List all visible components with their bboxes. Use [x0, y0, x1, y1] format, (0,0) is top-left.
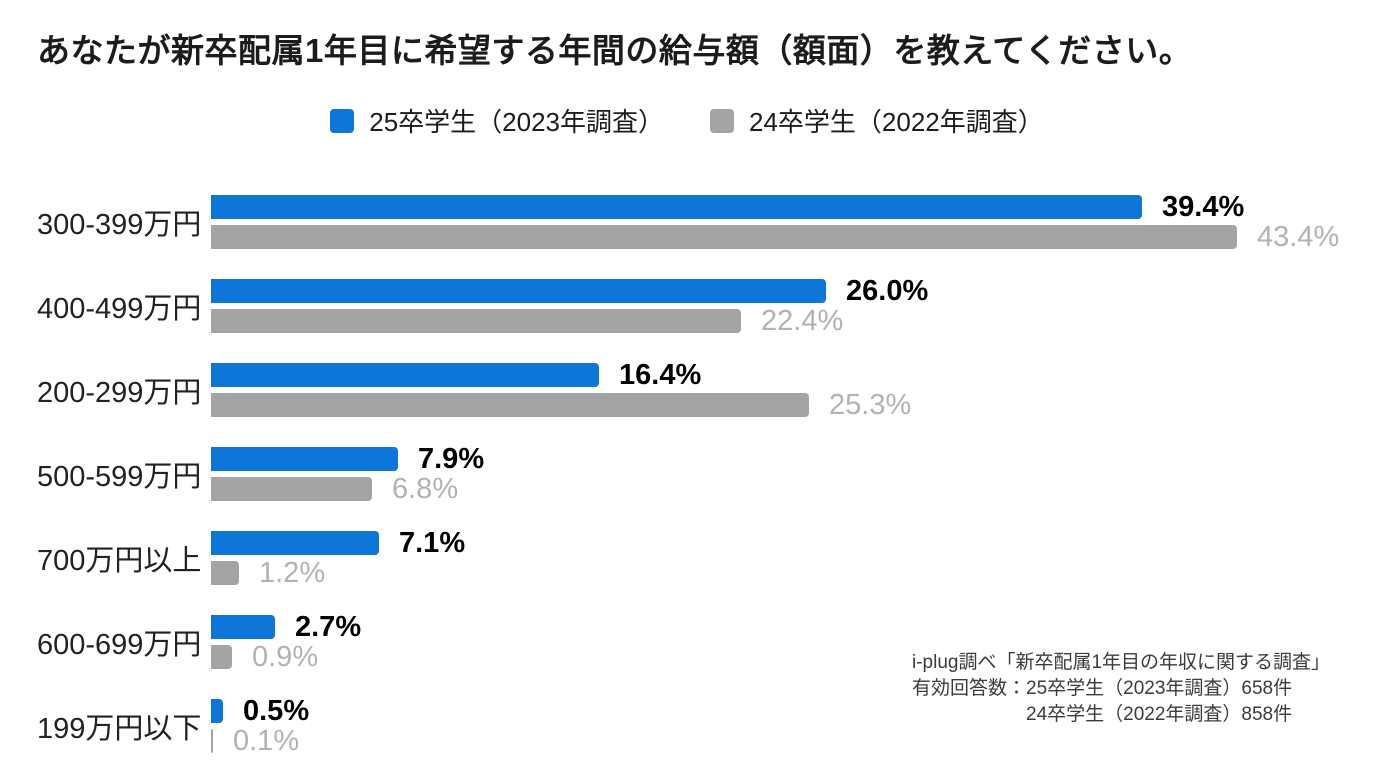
value-label-25grad: 7.1% [399, 526, 466, 559]
bar-group: 500-599万円 7.9% 6.8% [0, 443, 1374, 505]
value-label-24grad: 25.3% [829, 388, 912, 421]
category-label: 500-599万円 [37, 461, 202, 493]
legend-item-25grad: 25卒学生（2023年調査） [330, 102, 664, 139]
legend-label-25grad: 25卒学生（2023年調査） [369, 107, 664, 137]
legend-swatch-blue [330, 108, 355, 133]
value-label-25grad: 16.4% [619, 358, 702, 391]
category-label: 300-399万円 [37, 209, 202, 241]
value-label-25grad: 0.5% [243, 694, 310, 727]
bar-group: 400-499万円 26.0% 22.4% [0, 275, 1374, 337]
legend-label-24grad: 24卒学生（2022年調査） [749, 107, 1044, 137]
bar-25grad [211, 699, 223, 723]
bar-25grad [211, 615, 275, 639]
bar-line: 39.4% [211, 191, 1374, 223]
bar-line: 16.4% [211, 359, 1374, 391]
bar-line: 0.9% [211, 641, 1374, 673]
bar-group: 200-299万円 16.4% 25.3% [0, 359, 1374, 421]
category-label: 200-299万円 [37, 377, 202, 409]
bar-24grad [211, 309, 741, 333]
bar-group: 600-699万円 2.7% 0.9% [0, 611, 1374, 673]
value-label-25grad: 39.4% [1162, 190, 1245, 223]
source-note-line2: 有効回答数：25卒学生（2023年調査）658件 [912, 678, 1293, 699]
bar-24grad [211, 561, 239, 585]
bar-24grad [211, 225, 1237, 249]
source-note: i-plug調べ「新卒配属1年目の年収に関する調査」 有効回答数：25卒学生（2… [912, 650, 1362, 728]
category-label: 600-699万円 [37, 629, 202, 661]
source-note-line1: i-plug調べ「新卒配属1年目の年収に関する調査」 [912, 652, 1331, 673]
bar-line: 7.9% [211, 443, 1374, 475]
chart-title: あなたが新卒配属1年目に希望する年間の給与額（額面）を教えてください。 [37, 32, 1193, 69]
value-label-25grad: 7.9% [418, 442, 485, 475]
bar-pair: 2.7% 0.9% [211, 611, 1374, 673]
bar-line: 7.1% [211, 527, 1374, 559]
value-label-24grad: 1.2% [259, 556, 326, 589]
category-label: 700万円以上 [37, 545, 202, 577]
bar-pair: 7.9% 6.8% [211, 443, 1374, 505]
value-label-24grad: 0.9% [252, 640, 319, 673]
bar-line: 22.4% [211, 305, 1374, 337]
bar-line: 6.8% [211, 473, 1374, 505]
bar-group: 700万円以上 7.1% 1.2% [0, 527, 1374, 589]
bar-pair: 16.4% 25.3% [211, 359, 1374, 421]
value-label-24grad: 6.8% [392, 472, 459, 505]
value-label-24grad: 22.4% [761, 304, 844, 337]
bar-line: 0.5% [211, 695, 1374, 727]
bar-group: 300-399万円 39.4% 43.4% [0, 191, 1374, 253]
bar-pair: 39.4% 43.4% [211, 191, 1374, 253]
legend-item-24grad: 24卒学生（2022年調査） [710, 102, 1044, 139]
bar-25grad [211, 363, 599, 387]
bar-chart: 300-399万円 39.4% 43.4% 400-499万円 26.0% 22.4% 20… [0, 191, 1374, 783]
bar-line: 26.0% [211, 275, 1374, 307]
bar-line: 43.4% [211, 221, 1374, 253]
category-label: 199万円以下 [37, 713, 202, 745]
bar-25grad [211, 195, 1142, 219]
bar-24grad [211, 393, 809, 417]
value-label-24grad: 0.1% [233, 724, 300, 757]
bar-pair: 7.1% 1.2% [211, 527, 1374, 589]
value-label-25grad: 26.0% [846, 274, 929, 307]
bar-24grad [211, 729, 213, 753]
bar-24grad [211, 645, 232, 669]
bar-line: 1.2% [211, 557, 1374, 589]
category-label: 400-499万円 [37, 293, 202, 325]
source-note-line3: 24卒学生（2022年調査）858件 [1026, 704, 1293, 725]
bar-24grad [211, 477, 372, 501]
bar-25grad [211, 447, 398, 471]
bar-line: 0.1% [211, 725, 1374, 757]
legend-swatch-gray [710, 108, 734, 133]
value-label-25grad: 2.7% [295, 610, 362, 643]
bar-25grad [211, 531, 379, 555]
bar-pair: 0.5% 0.1% [211, 695, 1374, 757]
bar-pair: 26.0% 22.4% [211, 275, 1374, 337]
legend: 25卒学生（2023年調査） 24卒学生（2022年調査） [0, 102, 1374, 139]
bar-25grad [211, 279, 826, 303]
bar-line: 25.3% [211, 389, 1374, 421]
value-label-24grad: 43.4% [1257, 220, 1340, 253]
bar-line: 2.7% [211, 611, 1374, 643]
bar-group: 199万円以下 0.5% 0.1% [0, 695, 1374, 757]
